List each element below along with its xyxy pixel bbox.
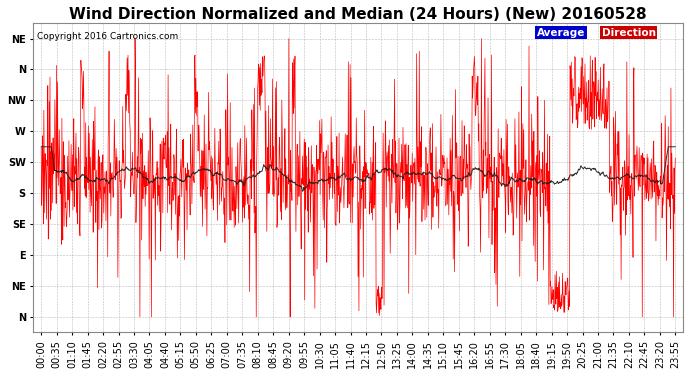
Text: Copyright 2016 Cartronics.com: Copyright 2016 Cartronics.com [37, 32, 178, 41]
Title: Wind Direction Normalized and Median (24 Hours) (New) 20160528: Wind Direction Normalized and Median (24… [70, 7, 647, 22]
Text: Average: Average [537, 28, 585, 38]
Text: Direction: Direction [602, 28, 656, 38]
